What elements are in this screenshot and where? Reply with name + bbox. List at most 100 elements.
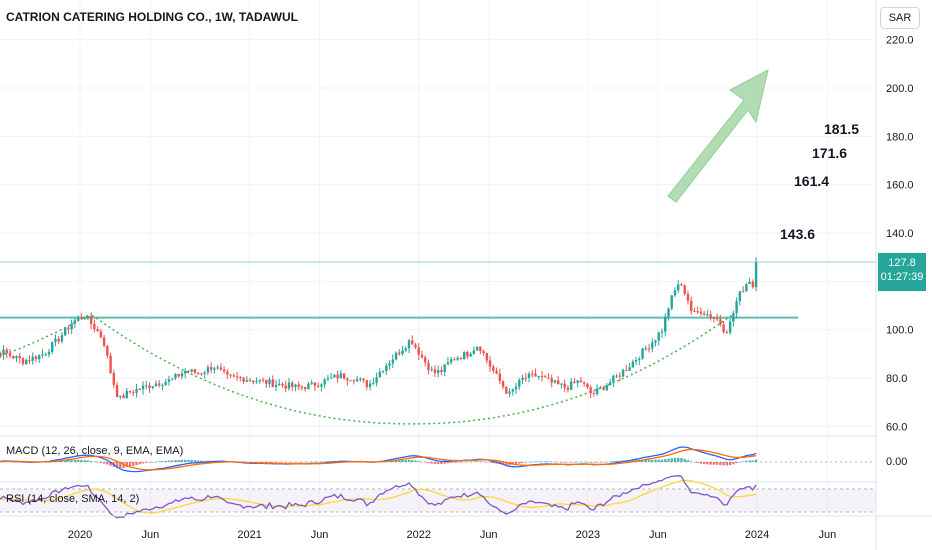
candle-body [634, 360, 638, 362]
candle-body [125, 391, 129, 399]
candle-body [641, 348, 644, 359]
candle-body [271, 379, 274, 387]
candle-body [138, 389, 141, 391]
x-tick-label: Jun [480, 529, 498, 541]
macd-histogram-bar [754, 459, 758, 462]
candle-body [644, 348, 647, 350]
macd-histogram-bar [469, 461, 472, 463]
macd-histogram-bar [715, 462, 719, 465]
macd-histogram-bar [654, 459, 657, 462]
candle-body [255, 381, 258, 383]
macd-histogram-bar [183, 459, 187, 462]
x-tick-label: 2023 [576, 529, 600, 541]
candle-body [573, 381, 576, 383]
macd-histogram-bar [615, 460, 618, 462]
macd-histogram-bar [265, 462, 268, 463]
candle-body [73, 320, 77, 324]
macd-histogram-bar [106, 462, 109, 465]
macd-histogram-bar [586, 461, 589, 463]
candle-body [456, 357, 459, 360]
candle-body [28, 360, 31, 362]
candle-body [664, 316, 667, 332]
candle-body [680, 284, 683, 286]
last-price-badge: 127.8 01:27:39 [878, 253, 926, 291]
candle-body [427, 362, 430, 371]
macd-histogram-bar [417, 461, 420, 462]
macd-histogram-bar [67, 460, 70, 462]
macd-histogram-bar [702, 462, 706, 465]
macd-histogram-bar [456, 462, 459, 463]
candle-body [316, 385, 320, 387]
candle-body [128, 391, 132, 393]
candle-body [336, 374, 339, 379]
candle-body [424, 357, 427, 363]
candle-body [398, 352, 401, 355]
macd-histogram-bar [15, 462, 18, 463]
macd-histogram-bar [430, 462, 433, 464]
candle-body [579, 380, 583, 383]
candle-body [213, 368, 216, 370]
currency-button[interactable]: SAR [880, 7, 920, 29]
macd-histogram-bar [196, 460, 200, 462]
rsi-label[interactable]: RSI (14, close, SMA, 14, 2) [6, 493, 140, 505]
candle-body [300, 386, 304, 388]
macd-histogram-bar [307, 461, 310, 463]
candle-body [18, 356, 21, 359]
macd-histogram-bar [171, 460, 174, 462]
candle-body [21, 358, 25, 364]
candle-body [164, 381, 167, 386]
candle-body [151, 386, 154, 388]
cup-curve-line [91, 314, 733, 425]
macd-histogram-bar [531, 461, 534, 463]
candle-body [375, 377, 378, 383]
candle-body [569, 381, 573, 390]
candle-body [196, 372, 200, 374]
macd-histogram-bar [320, 461, 323, 463]
macd-histogram-bar [278, 462, 281, 463]
candle-body [115, 384, 119, 397]
macd-histogram-bar [612, 461, 615, 462]
macd-histogram-bar [446, 462, 450, 464]
rsi-pane [0, 475, 876, 519]
macd-histogram-bar [174, 460, 177, 462]
candle-body [96, 329, 99, 332]
candle-body [76, 317, 80, 321]
candle-body [261, 379, 265, 381]
macd-histogram-bar [203, 460, 206, 462]
target-label: 143.6 [780, 226, 816, 242]
x-tick-label: 2022 [406, 529, 430, 541]
macd-histogram-bar [287, 462, 291, 463]
macd-histogram-bar [595, 462, 599, 463]
y-tick-label: 140.0 [886, 228, 914, 240]
candle-body [278, 383, 281, 385]
macd-histogram-bar [76, 459, 80, 462]
macd-histogram-bar [316, 461, 320, 463]
candle-body [99, 331, 103, 338]
macd-histogram-bar [268, 462, 271, 463]
candle-body [352, 380, 356, 382]
candle-body [446, 362, 450, 365]
candle-body [132, 392, 135, 394]
candle-body [602, 387, 605, 390]
candle-body [15, 356, 18, 359]
macd-histogram-bar [505, 462, 508, 465]
candle-body [44, 354, 47, 356]
candle-body [589, 387, 592, 394]
candle-body [313, 382, 317, 386]
macd-histogram-bar [427, 462, 430, 464]
macd-histogram-bar [651, 459, 654, 462]
time-axis[interactable]: 2020 Jun 2021 Jun 2022 Jun 2023 Jun 2024 Jun [0, 515, 932, 541]
macd-histogram-bar [680, 457, 683, 462]
candle-body [54, 338, 57, 343]
macd-histogram-bar [258, 462, 261, 463]
candle-body [582, 382, 586, 384]
target-label: 171.6 [812, 145, 848, 161]
macd-histogram-bar [93, 461, 96, 463]
macd-label[interactable]: MACD (12, 26, close, 9, EMA, EMA) [6, 445, 184, 457]
candle-body [333, 374, 336, 378]
candle-body [576, 380, 579, 383]
macd-signal-line [0, 448, 757, 471]
macd-histogram-bar [466, 461, 469, 463]
candle-body [284, 385, 287, 389]
